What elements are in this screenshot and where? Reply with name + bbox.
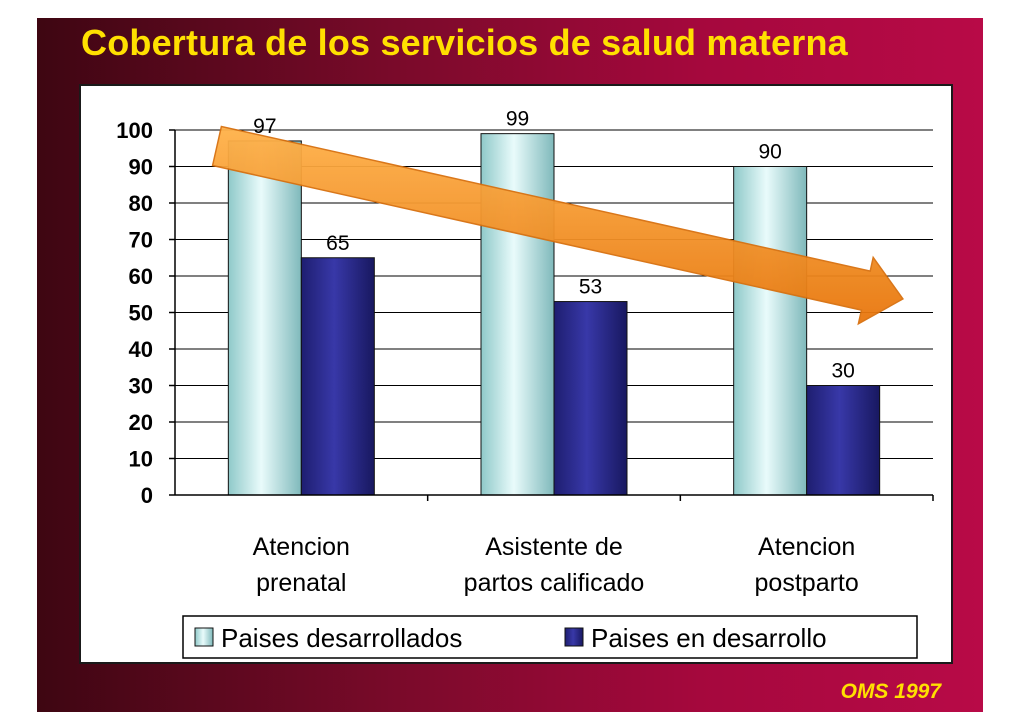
arrow-shape bbox=[211, 125, 904, 326]
category-label: Atencion bbox=[758, 533, 855, 561]
category-label: partos calificado bbox=[464, 569, 645, 597]
bar-chart: 0 10 20 30 40 50 60 70 80 90 100 97 65 99 53 90 30 Aten… bbox=[116, 108, 934, 659]
y-tick-label: 10 bbox=[129, 447, 153, 472]
legend-label: Paises desarrollados bbox=[221, 623, 462, 653]
y-tick-label: 90 bbox=[129, 155, 153, 180]
legend-swatch bbox=[564, 627, 584, 647]
bar bbox=[806, 385, 881, 496]
category-labels: Atencion prenatal Asistente de partos calif… bbox=[253, 533, 859, 597]
y-tick-label: 80 bbox=[129, 191, 153, 216]
y-tick-label: 60 bbox=[129, 264, 153, 289]
data-label: 97 bbox=[253, 115, 276, 138]
data-label: 30 bbox=[831, 360, 854, 383]
category-label: Atencion bbox=[253, 533, 350, 561]
y-tick-label: 50 bbox=[129, 301, 153, 326]
category-label: postparto bbox=[755, 569, 859, 597]
y-tick-label: 30 bbox=[129, 374, 153, 399]
data-label: 53 bbox=[579, 276, 602, 299]
data-label: 99 bbox=[506, 108, 529, 131]
y-tick-label: 20 bbox=[129, 410, 153, 435]
legend-box bbox=[182, 615, 918, 659]
data-label: 90 bbox=[758, 141, 781, 164]
bars bbox=[227, 133, 881, 496]
chart-panel: 0 10 20 30 40 50 60 70 80 90 100 97 65 99 53 90 30 Aten… bbox=[79, 84, 953, 664]
category-label: Asistente de bbox=[485, 533, 623, 561]
slide: Cobertura de los servicios de salud mate… bbox=[37, 18, 983, 712]
slide-title: Cobertura de los servicios de salud mate… bbox=[81, 22, 848, 63]
axes bbox=[174, 130, 934, 501]
bar bbox=[227, 140, 302, 496]
y-tick-label: 70 bbox=[129, 228, 153, 253]
bar bbox=[300, 257, 375, 496]
data-labels: 97 65 99 53 90 30 bbox=[253, 108, 855, 383]
legend: Paises desarrollados Paises en desarrollo bbox=[182, 615, 918, 659]
y-tick-label: 100 bbox=[116, 118, 153, 143]
bar bbox=[733, 166, 808, 496]
source-label: OMS 1997 bbox=[840, 680, 941, 703]
legend-swatch bbox=[194, 627, 214, 647]
y-axis-ticks: 0 10 20 30 40 50 60 70 80 90 100 bbox=[116, 118, 175, 508]
category-label: prenatal bbox=[256, 569, 346, 597]
y-tick-label: 0 bbox=[141, 483, 153, 508]
bar bbox=[553, 301, 628, 496]
legend-label: Paises en desarrollo bbox=[591, 623, 827, 653]
trend-arrow bbox=[211, 125, 904, 326]
y-tick-label: 40 bbox=[129, 337, 153, 362]
data-label: 65 bbox=[326, 232, 349, 255]
